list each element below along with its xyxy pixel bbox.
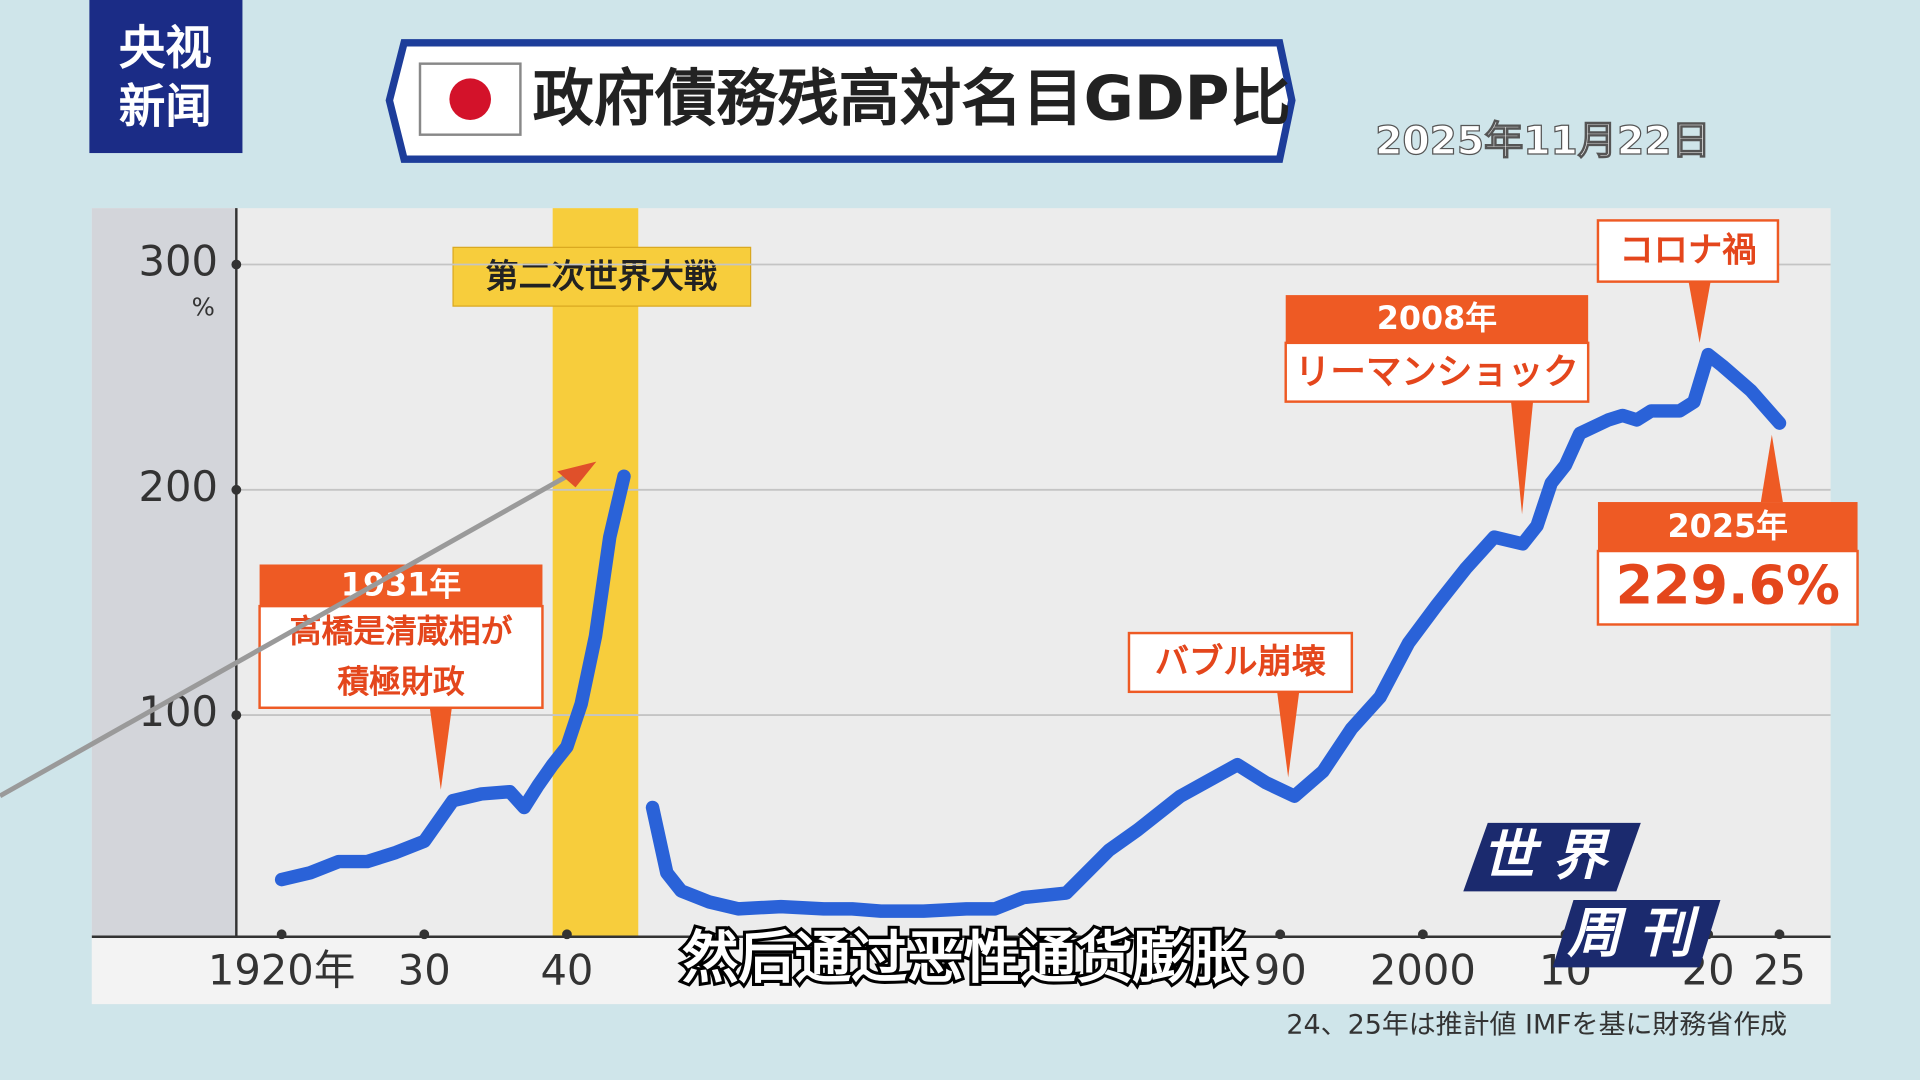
annotation-arrow [1688,281,1711,343]
x-tick-mark [1417,929,1428,940]
program-logo [1552,900,1721,968]
annotation-text: リーマンショック [1295,351,1579,392]
annotation-box [1596,549,1859,626]
annotation-arrow [429,707,452,790]
annotation-box [1127,631,1354,694]
flag [418,62,522,136]
annotation-arrow [1760,434,1783,503]
pointer-tip [557,461,597,488]
x-tick-label: 90 [1254,945,1307,994]
x-tick-mark [562,929,572,940]
flag-sun [449,78,492,120]
program-logo [1463,822,1641,892]
program-logo-text: 世界 [1482,824,1624,887]
annotation-title: 2008年 [1377,299,1497,337]
chart-title: 政府債務残高対名目GDP比 [533,63,1291,134]
y-tick-label: 300 [139,236,218,285]
annotation-title: 2025年 [1668,507,1788,545]
annotation-text: 高橋是清蔵相が [290,612,513,650]
channel-logo-text: 新闻 [119,80,212,134]
x-tick-mark [419,929,430,940]
highlight-label: 第二次世界大戦 [486,256,717,295]
x-tick-mark [1275,929,1286,940]
x-tick-mark [276,929,287,940]
pointer-stick [0,469,577,799]
x-tick-label: 25 [1753,945,1806,994]
x-tick-label: 40 [540,945,593,994]
annotation-box [1596,219,1780,283]
annotation-arrow [1511,401,1534,515]
channel-logo [89,0,243,154]
title-banner [385,39,1296,163]
annotation-text: 積極財政 [337,663,464,701]
y-unit: % [192,293,215,322]
annotation-box [1284,341,1590,403]
annotation-arrow [1277,691,1300,778]
annotation-header [1597,502,1858,552]
annotation-text: バブル崩壊 [1155,642,1327,682]
highlight-band [552,208,639,937]
x-tick-label: 1920年 [208,945,356,994]
x-tick-mark [1774,929,1785,940]
highlight-label-box [452,246,752,307]
channel-logo-text: 央视 [119,21,212,75]
x-tick-label: 2000 [1370,945,1476,994]
footnote: 24、25年は推計値 IMFを基に財務省作成 [1286,1010,1787,1041]
data-line [274,347,1787,918]
annotation-text: コロナ禍 [1619,231,1756,271]
date: 2025年11月22日 [1375,119,1711,164]
x-tick-label: 30 [398,945,451,994]
subtitle: 然后通过恶性通货膨胀 [682,926,1245,991]
program-logo-text: 周刊 [1566,901,1709,964]
y-axis-strip [91,208,237,937]
annotation-text: 229.6% [1616,554,1840,617]
x-axis-strip [91,936,1831,1005]
annotation-header [1285,295,1589,343]
y-tick-label: 200 [139,462,218,511]
